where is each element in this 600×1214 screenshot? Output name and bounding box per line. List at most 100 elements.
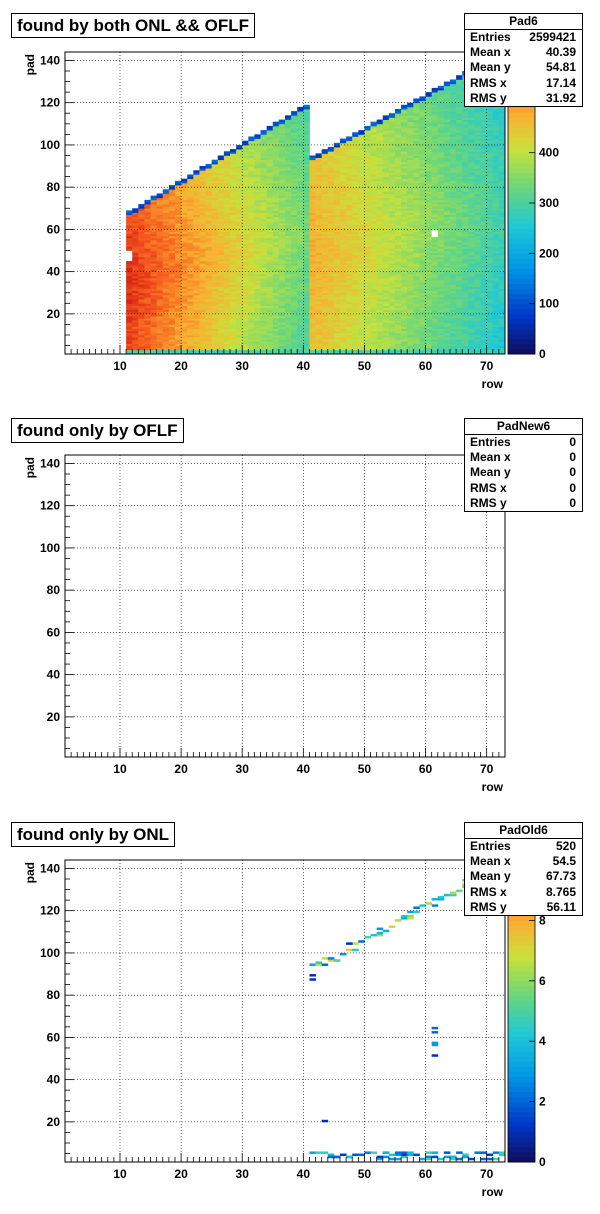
heatmap-bin: [272, 343, 280, 346]
heatmap-bin: [156, 307, 164, 311]
heatmap-bin: [211, 324, 219, 327]
heatmap-bin: [260, 265, 268, 268]
heatmap-bin: [388, 115, 396, 118]
heatmap-bin: [162, 237, 170, 241]
heatmap-bin: [162, 201, 170, 205]
heatmap-bin: [138, 337, 145, 340]
heatmap-bin: [425, 288, 433, 292]
heatmap-bin: [266, 280, 274, 283]
heatmap-bin: [211, 271, 219, 275]
heatmap-bin: [285, 242, 292, 245]
heatmap-bin: [144, 231, 151, 235]
heatmap-bin: [425, 275, 433, 279]
heatmap-bin: [401, 309, 408, 313]
heatmap-bin: [395, 254, 402, 258]
heatmap-bin: [187, 311, 194, 315]
heatmap-bin: [175, 239, 182, 243]
heatmap-bin: [419, 322, 426, 325]
heatmap-bin: [376, 223, 384, 226]
heatmap-bin: [223, 166, 231, 169]
heatmap-bin: [388, 117, 396, 120]
heatmap-bin: [285, 235, 292, 239]
heatmap-bin: [254, 166, 261, 169]
heatmap-bin: [358, 343, 365, 346]
heatmap-bin: [370, 223, 378, 226]
heatmap-bin: [346, 277, 353, 281]
heatmap-bin: [407, 113, 414, 116]
heatmap-bin: [211, 166, 219, 169]
heatmap-bin: [217, 322, 225, 325]
heatmap-bin: [278, 256, 286, 260]
heatmap-bin: [309, 235, 316, 239]
heatmap-bin: [156, 313, 164, 317]
heatmap-bin: [285, 161, 292, 165]
heatmap-bin: [132, 261, 139, 264]
heatmap-bin: [407, 244, 414, 247]
heatmap-bin: [382, 229, 390, 232]
heatmap-bin: [340, 195, 347, 199]
heatmap-bin: [333, 309, 341, 313]
heatmap-bin: [303, 201, 310, 205]
heatmap-bin: [370, 134, 378, 137]
heatmap-bin: [260, 269, 268, 273]
heatmap-bin: [315, 288, 323, 292]
heatmap-bin: [138, 233, 145, 237]
heatmap-bin: [230, 271, 237, 275]
heatmap-bin: [364, 210, 371, 213]
heatmap-bin: [419, 246, 426, 249]
heatmap-bin: [321, 324, 329, 327]
heatmap-bin: [278, 282, 286, 285]
heatmap-bin: [187, 345, 194, 349]
heatmap-bin: [388, 201, 396, 205]
heatmap-bin: [395, 343, 402, 346]
heatmap-bin: [168, 269, 176, 273]
heatmap-bin: [254, 307, 261, 311]
heatmap-bin: [321, 256, 329, 260]
heatmap-bin: [211, 307, 219, 311]
heatmap-bin: [425, 233, 433, 237]
heatmap-bin: [297, 275, 304, 279]
heatmap-bin: [401, 178, 408, 182]
heatmap-bin: [425, 351, 433, 355]
heatmap-bin: [254, 189, 261, 192]
heatmap-bin: [297, 155, 304, 158]
heatmap-bin: [407, 180, 414, 184]
heatmap-bin: [297, 301, 304, 304]
heatmap-bin: [132, 252, 139, 256]
heatmap-bin: [364, 288, 371, 292]
heatmap-bin: [126, 231, 133, 235]
heatmap-bin: [199, 345, 206, 349]
heatmap-bin: [364, 301, 371, 304]
heatmap-bin: [211, 204, 219, 207]
heatmap-bin: [144, 313, 151, 317]
heatmap-bin: [340, 301, 347, 304]
heatmap-bin: [388, 242, 396, 245]
heatmap-bin: [358, 233, 365, 237]
heatmap-bin: [382, 296, 390, 300]
heatmap-bin: [327, 197, 335, 201]
heatmap-bin: [309, 303, 316, 306]
heatmap-bin: [272, 227, 280, 230]
heatmap-bin: [321, 320, 329, 323]
heatmap-bin: [419, 326, 426, 330]
heatmap-bin: [315, 248, 323, 251]
heatmap-bin: [297, 347, 304, 351]
heatmap-bin: [230, 214, 237, 218]
heatmap-bin: [168, 330, 176, 334]
heatmap-bin: [364, 244, 371, 247]
heatmap-bin: [309, 313, 316, 317]
heatmap-bin: [333, 155, 341, 158]
heatmap-bin: [150, 246, 158, 249]
heatmap-bin: [187, 231, 194, 235]
heatmap-bin: [376, 130, 384, 133]
heatmap-bin: [413, 223, 420, 226]
heatmap-bin: [327, 269, 335, 273]
heatmap-bin: [217, 252, 225, 256]
heatmap-bin: [211, 197, 219, 201]
heatmap-bin: [132, 320, 139, 323]
heatmap-bin: [309, 182, 316, 186]
heatmap-bin: [413, 159, 420, 163]
heatmap-bin: [358, 132, 365, 135]
heatmap-bin: [413, 149, 420, 152]
heatmap-bin: [352, 201, 359, 205]
